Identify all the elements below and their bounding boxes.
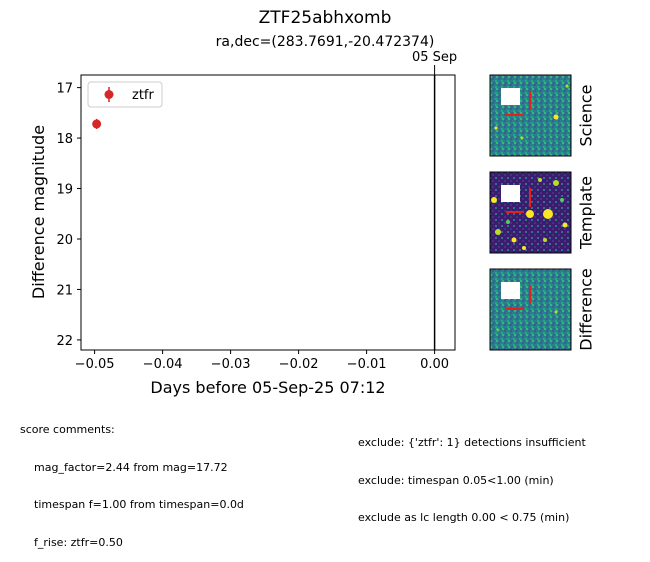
score-comment-line: f_rise: ztfr=0.50 [34,535,123,549]
y-tick-label: 18 [56,132,73,147]
y-tick-label: 21 [56,283,73,298]
y-tick-label: 19 [56,183,73,198]
score-comments-header: score comments: [20,423,115,436]
x-tick-label: −0.02 [279,357,319,372]
x-tick-label: 0.00 [420,357,449,372]
exclusion-comment-line: exclude: {'ztfr': 1} detections insuffic… [358,436,586,449]
legend-marker [104,90,114,99]
x-tick-label: −0.04 [143,357,183,372]
science-stamp [489,74,572,157]
x-tick-label: −0.05 [75,357,115,372]
score-comments: score comments: mag_factor=2.44 from mag… [20,399,244,562]
template-stamp [489,171,572,254]
science-stamp-label: Science [576,84,596,147]
exclusion-comment-line: exclude: timespan 0.05<1.00 (min) [358,473,554,487]
difference-stamp [489,268,572,351]
y-tick-label: 22 [56,334,73,349]
x-tick-label: −0.03 [211,357,251,372]
y-tick-label: 20 [56,233,73,248]
x-axis: −0.05 −0.04 −0.03 −0.02 −0.01 0.00 [75,350,449,372]
score-comment-line: timespan f=1.00 from timespan=0.0d [34,498,244,511]
epoch-label: 05 Sep [412,50,457,65]
plot-frame [80,74,456,351]
chart-title: ZTF25abhxomb [258,8,392,28]
data-point [92,119,102,129]
y-axis: 17 18 19 20 21 22 [56,82,81,349]
y-axis-label: Difference magnitude [29,125,48,299]
y-tick-label: 17 [56,82,73,97]
template-stamp-label: Template [576,176,596,250]
light-curve-chart: −0.05 −0.04 −0.03 −0.02 −0.01 0.00 17 18 19 20 21… [29,50,572,397]
x-tick-label: −0.01 [347,357,387,372]
score-comment-line: mag_factor=2.44 from mag=17.72 [34,460,228,474]
x-axis-label: Days before 05-Sep-25 07:12 [150,378,385,397]
difference-stamp-label: Difference [576,268,596,351]
chart-subtitle: ra,dec=(283.7691,-20.472374) [215,34,435,50]
data-points [92,118,102,129]
legend: ztfr [87,81,163,108]
exclusion-comment-line: exclude as lc length 0.00 < 0.75 (min) [358,511,570,524]
epoch-marker: 05 Sep [412,50,457,350]
legend-label: ztfr [132,88,154,103]
exclusion-comments: exclude: {'ztfr': 1} detections insuffic… [358,412,586,537]
